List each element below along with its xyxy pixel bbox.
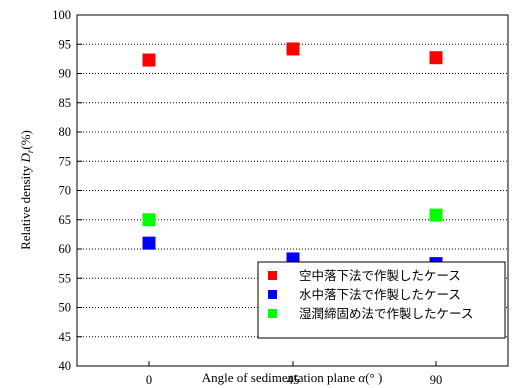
x-tick-label: 45 — [287, 373, 300, 387]
y-tick-label: 60 — [59, 242, 72, 256]
data-points — [142, 42, 443, 271]
y-axis-subscript: r — [25, 149, 35, 153]
data-point-series-1 — [286, 42, 300, 56]
y-tick-label: 50 — [59, 301, 72, 315]
x-axis-symbol: α — [358, 370, 366, 385]
y-axis-symbol: D — [18, 153, 33, 164]
y-tick-label: 45 — [59, 330, 72, 344]
x-axis-title-text: Angle of sedimentation plane — [202, 370, 359, 385]
y-tick-label: 55 — [59, 271, 72, 285]
legend-marker-series-3 — [268, 309, 277, 318]
x-axis-title: Angle of sedimentation plane α(° ) — [202, 370, 383, 385]
y-axis-title: Relative density Dr(%) — [18, 130, 35, 250]
y-tick-label: 80 — [59, 125, 72, 139]
x-tick-label: 90 — [430, 373, 443, 387]
y-tick-label: 75 — [59, 154, 72, 168]
y-tick-label: 100 — [52, 8, 71, 22]
legend-marker-series-2 — [268, 290, 277, 299]
x-axis-ticks: 0 45 90 — [146, 361, 442, 387]
legend-marker-series-1 — [268, 271, 277, 280]
data-point-series-3 — [142, 213, 156, 227]
x-axis-unit: (° ) — [365, 370, 382, 385]
data-point-series-2 — [142, 236, 156, 250]
y-tick-label: 40 — [59, 359, 72, 373]
y-axis-ticks: 40 45 50 55 60 65 70 75 80 85 90 95 100 — [52, 8, 82, 373]
data-point-series-1 — [429, 51, 443, 65]
legend-label-series-3: 湿潤締固め法で作製したケース — [299, 306, 473, 321]
y-tick-label: 90 — [59, 67, 72, 81]
legend-box — [257, 261, 506, 339]
y-tick-label: 95 — [59, 37, 72, 51]
x-tick-label: 0 — [146, 373, 152, 387]
legend-label-series-1: 空中落下法で作製したケース — [299, 268, 461, 283]
y-axis-unit: (%) — [18, 130, 33, 150]
y-axis-title-text: Relative density — [18, 163, 33, 250]
data-point-series-1 — [142, 53, 156, 67]
y-tick-label: 65 — [59, 213, 72, 227]
data-point-series-3 — [429, 208, 443, 222]
legend-label-series-2: 水中落下法で作製したケース — [299, 287, 461, 302]
y-tick-label: 70 — [59, 184, 72, 198]
y-tick-label: 85 — [59, 96, 72, 110]
legend: 空中落下法で作製したケース 水中落下法で作製したケース 湿潤締固め法で作製したケ… — [257, 261, 506, 339]
